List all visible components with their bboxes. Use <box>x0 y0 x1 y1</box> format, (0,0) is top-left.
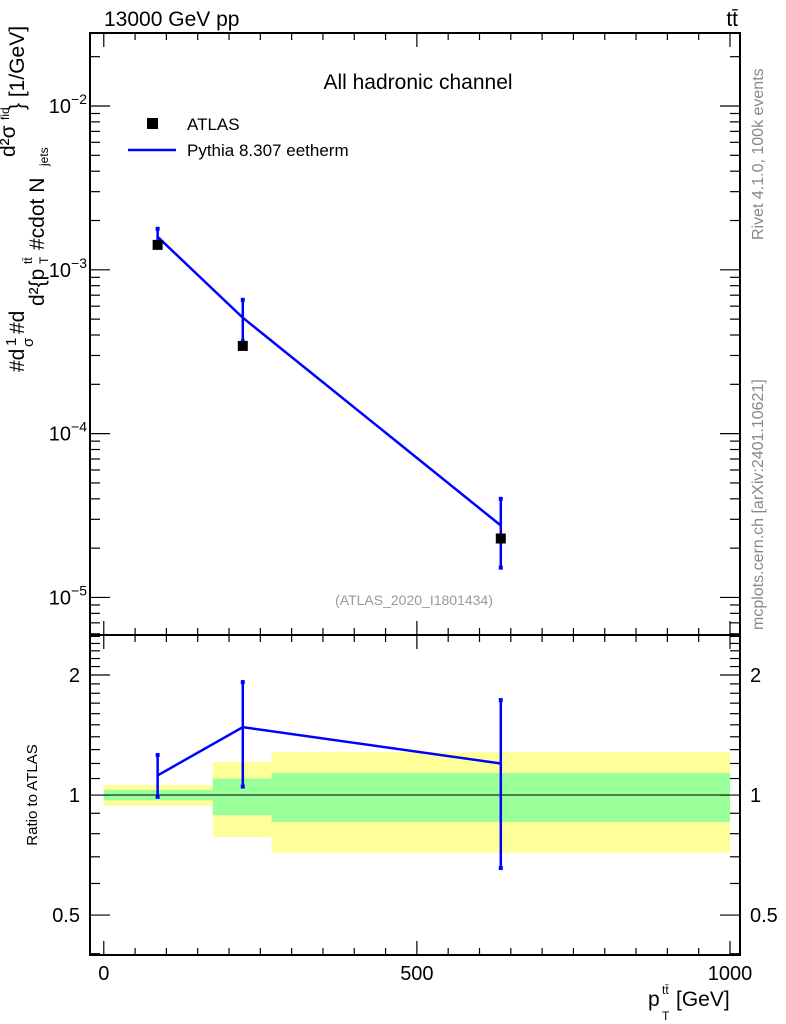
x-label-p: p <box>648 988 660 1011</box>
ratio-error-cap <box>240 680 245 685</box>
y-tick-exp: −3 <box>71 255 87 271</box>
y-tick-label: 10−3 <box>49 255 87 282</box>
y-tick-label: 10−4 <box>49 419 87 446</box>
ratio-y-tick-label: 2 <box>69 665 80 687</box>
atlas-data-point <box>237 340 248 351</box>
y-label-d: #d <box>6 311 29 334</box>
mc-error-cap <box>155 226 160 231</box>
y-tick-label: 10−2 <box>49 91 87 118</box>
y-tick-base: 10 <box>49 96 71 118</box>
y-label-frac-den: σ <box>20 337 37 347</box>
y-label-den-sup: tt̄ <box>21 257 35 264</box>
ratio-y-axis-label: Ratio to ATLAS <box>24 744 41 845</box>
x-label-sup: tt̄ <box>662 983 669 997</box>
y-tick-exp: −5 <box>71 582 87 598</box>
x-tick-label: 1000 <box>708 963 753 985</box>
process-label: tt̄ <box>726 8 738 31</box>
legend-atlas-marker <box>147 118 158 129</box>
ratio-error-cap <box>498 866 503 871</box>
ratio-y-tick-label-right: 1 <box>750 785 761 807</box>
rivet-version-label: Rivet 4.1.0, 100k events <box>750 68 767 240</box>
mcplots-source-label: mcplots.cern.ch [arXiv:2401.10621] <box>750 379 767 630</box>
y-label-denominator: d²{p <box>26 269 49 306</box>
mc-error-cap <box>240 297 245 302</box>
x-tick-label: 500 <box>400 963 433 985</box>
x-tick-label: 0 <box>98 963 109 985</box>
legend-mc-label: Pythia 8.307 eetherm <box>187 141 349 160</box>
y-label-den-sub2: jets <box>37 147 51 167</box>
y-label-prefix: #d <box>6 349 29 372</box>
y-tick-base: 10 <box>49 260 71 282</box>
x-label-unit: [GeV] <box>676 988 730 1011</box>
y-axis-label: #d 1 σ #d d²σ fid d²{p tt̄ T #cdot N jets } [1/GeV… <box>0 26 51 372</box>
atlas-data-point <box>495 533 506 544</box>
y-label-frac-num: 1 <box>3 338 20 346</box>
y-tick-base: 10 <box>49 587 71 609</box>
energy-label: 13000 GeV pp <box>104 8 239 31</box>
y-tick-base: 10 <box>49 424 71 446</box>
x-label-sub: T <box>662 1009 670 1023</box>
y-label-den-rest: #cdot N <box>26 178 49 250</box>
ratio-error-cap <box>155 794 160 799</box>
ratio-error-cap <box>240 784 245 789</box>
y-label-unit: } [1/GeV] <box>6 26 29 110</box>
analysis-id: (ATLAS_2020_I1801434) <box>335 592 493 608</box>
mc-error-cap <box>498 565 503 570</box>
ratio-error-cap <box>498 698 503 703</box>
y-tick-exp: −4 <box>71 419 87 435</box>
y-label-numerator: d²σ <box>0 125 20 157</box>
y-label-numerator-sup: fid <box>0 107 12 120</box>
y-label-den-sub: T <box>37 256 51 264</box>
legend-atlas-label: ATLAS <box>187 115 240 134</box>
ratio-y-tick-label-right: 2 <box>750 665 761 687</box>
y-tick-exp: −2 <box>71 91 87 107</box>
atlas-data-point <box>152 239 163 250</box>
ratio-y-tick-label: 1 <box>69 785 80 807</box>
mc-error-cap <box>498 496 503 501</box>
chart-title: All hadronic channel <box>323 71 512 94</box>
ratio-y-tick-label-right: 0.5 <box>750 905 778 927</box>
mc-line <box>156 235 502 527</box>
ratio-y-tick-label: 0.5 <box>52 905 80 927</box>
y-tick-label: 10−5 <box>49 582 87 609</box>
ratio-error-cap <box>155 753 160 758</box>
